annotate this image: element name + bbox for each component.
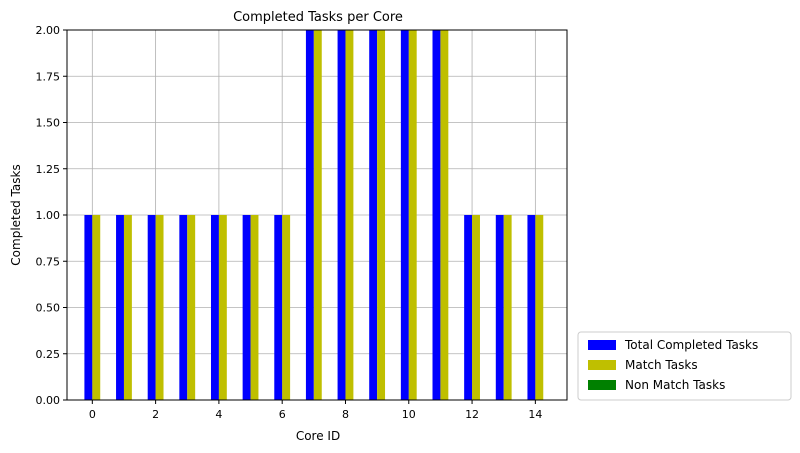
bar-match-tasks (440, 30, 449, 400)
bars (84, 30, 544, 400)
bar-match-tasks (123, 215, 132, 400)
bar-match-tasks (503, 215, 512, 400)
y-axis-label: Completed Tasks (9, 164, 23, 265)
bar-match-tasks (250, 215, 259, 400)
bar-match-tasks (218, 215, 227, 400)
bar-match-tasks (408, 30, 417, 400)
bar-match-tasks (377, 30, 386, 400)
bar-total-completed-tasks (432, 30, 441, 400)
legend-label: Match Tasks (625, 358, 698, 372)
y-tick-label: 1.00 (36, 209, 61, 222)
bar-total-completed-tasks (305, 30, 314, 400)
bar-match-tasks (187, 215, 196, 400)
x-axis-ticks: 0 2 4 6 8 10 12 14 (89, 400, 542, 421)
bar-match-tasks (345, 30, 354, 400)
legend-swatch (588, 360, 616, 370)
bar-total-completed-tasks (84, 215, 93, 400)
x-tick-label: 12 (465, 408, 479, 421)
chart-title: Completed Tasks per Core (233, 10, 403, 25)
legend-label: Total Completed Tasks (624, 338, 758, 352)
x-tick-label: 0 (89, 408, 96, 421)
bar-total-completed-tasks (179, 215, 188, 400)
x-tick-label: 6 (279, 408, 286, 421)
y-tick-label: 0.75 (36, 255, 61, 268)
y-tick-label: 0.00 (36, 394, 61, 407)
legend: Total Completed Tasks Match Tasks Non Matc… (577, 331, 792, 401)
bar-match-tasks (155, 215, 164, 400)
bar-total-completed-tasks (369, 30, 378, 400)
bar-total-completed-tasks (274, 215, 283, 400)
x-tick-label: 8 (342, 408, 349, 421)
x-tick-label: 10 (402, 408, 416, 421)
bar-total-completed-tasks (210, 215, 219, 400)
legend-swatch (588, 380, 616, 390)
bar-total-completed-tasks (400, 30, 409, 400)
y-tick-label: 2.00 (36, 24, 61, 37)
y-tick-label: 0.50 (36, 302, 61, 315)
legend-box (577, 331, 792, 401)
y-tick-label: 1.25 (36, 163, 61, 176)
bar-match-tasks (313, 30, 322, 400)
legend-label: Non Match Tasks (625, 378, 725, 392)
bar-match-tasks (92, 215, 101, 400)
bar-match-tasks (472, 215, 480, 400)
bar-total-completed-tasks (527, 215, 536, 400)
x-tick-label: 2 (152, 408, 159, 421)
y-tick-label: 0.25 (36, 348, 61, 361)
bar-total-completed-tasks (116, 215, 124, 400)
x-tick-label: 4 (215, 408, 222, 421)
bar-match-tasks (535, 215, 544, 400)
bar-total-completed-tasks (147, 215, 156, 400)
legend-swatch (588, 340, 616, 350)
bar-match-tasks (282, 215, 291, 400)
bar-total-completed-tasks (495, 215, 504, 400)
bar-total-completed-tasks (464, 215, 473, 400)
bar-total-completed-tasks (337, 30, 346, 400)
x-axis-label: Core ID (296, 429, 340, 443)
y-axis-ticks: 0.00 0.25 0.50 0.75 1.00 1.25 1.50 1.75 2.00 (36, 24, 67, 407)
y-tick-label: 1.50 (36, 117, 61, 130)
x-tick-label: 14 (528, 408, 542, 421)
bar-total-completed-tasks (242, 215, 251, 400)
y-tick-label: 1.75 (36, 70, 61, 83)
